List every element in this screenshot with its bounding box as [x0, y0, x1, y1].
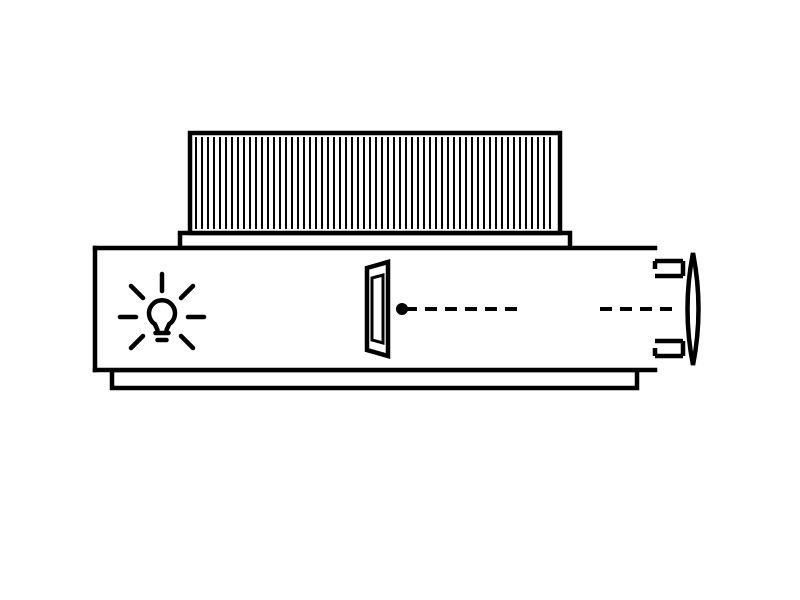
projector-lens: [688, 253, 699, 365]
focal-point: [396, 303, 408, 315]
slide-frame-inner: [372, 275, 383, 343]
projector-diagram: [0, 0, 800, 600]
base-plate: [112, 370, 637, 388]
